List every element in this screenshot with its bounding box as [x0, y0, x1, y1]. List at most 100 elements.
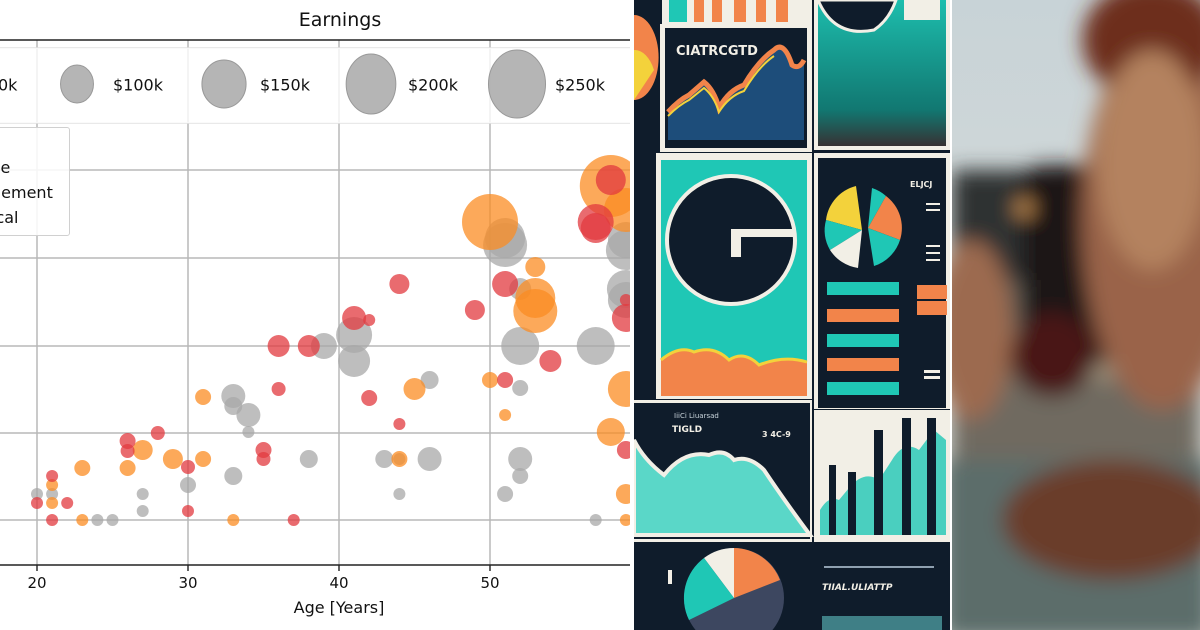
data-points [31, 155, 630, 526]
legend-item-1: ve [0, 158, 11, 177]
data-point-red [271, 382, 286, 396]
size-legend-markers [0, 48, 630, 123]
chart-title: Earnings [298, 9, 382, 31]
data-point-orange [462, 194, 518, 250]
data-point-red [297, 335, 320, 357]
poster-caption-1: ELJCJ [910, 180, 932, 189]
category-legend: ve gement ical [0, 127, 70, 236]
data-point-red [46, 514, 59, 526]
photographer-photo [952, 0, 1200, 630]
data-point-orange [227, 514, 240, 526]
data-point-red [150, 426, 165, 440]
data-point-grey [46, 488, 59, 500]
data-point-grey [501, 327, 540, 365]
data-point-grey [91, 514, 104, 526]
data-point-orange [619, 514, 630, 526]
data-point-red [61, 497, 74, 509]
legend-item-3: ical [0, 208, 19, 227]
x-tick-label: 40 [329, 574, 349, 592]
axis-spines [0, 39, 630, 571]
data-point-red [120, 444, 135, 458]
data-point-orange [76, 514, 89, 526]
data-point-red [616, 441, 630, 459]
data-point-grey [31, 488, 43, 500]
size-legend-label: $250k [555, 75, 605, 95]
data-point-red [256, 452, 271, 466]
data-point-orange [525, 257, 546, 277]
data-point-grey [338, 345, 371, 377]
poster-header-text: CIATRCGTD [676, 44, 758, 59]
scatter-plot [0, 39, 630, 571]
data-point-red [464, 300, 485, 320]
data-point-orange [607, 371, 630, 407]
data-point-grey [180, 477, 196, 493]
dashboard-art-panel: CIATRCGTD ELJCJ [634, 0, 950, 630]
data-point-red [287, 514, 300, 526]
data-point-red [119, 433, 136, 449]
legend-item-2: gement [0, 183, 53, 202]
size-legend-label: $150k [260, 75, 310, 95]
data-point-grey [417, 447, 442, 471]
data-point-orange [482, 372, 498, 388]
data-point-orange [162, 449, 183, 469]
data-point-grey [589, 514, 602, 526]
data-point-red [181, 460, 195, 474]
data-point-grey [242, 426, 255, 438]
data-point-grey [605, 230, 630, 270]
size-legend-label: $200k [408, 75, 458, 95]
data-point-orange [46, 497, 59, 509]
data-point-grey [136, 488, 149, 500]
data-point-red [361, 390, 378, 406]
x-tick-label: 50 [480, 574, 500, 592]
size-legend-label: 0k [0, 75, 18, 95]
data-point-orange [513, 289, 558, 333]
data-point-orange [596, 418, 625, 446]
data-point-grey [106, 514, 119, 526]
blurred-photo-image [952, 0, 1200, 630]
earnings-chart-panel: Earnings 0k $100k $150k $200k $250k ve gemen… [0, 9, 630, 617]
data-point-grey [576, 327, 615, 365]
size-legend-label: $100k [113, 75, 163, 95]
poster-caption-2: IiiCi Liuarsad [674, 412, 719, 420]
data-point-orange [499, 409, 512, 421]
data-point-red [539, 350, 562, 372]
data-point-orange [119, 460, 136, 476]
data-point-grey [224, 467, 243, 485]
data-point-grey [497, 486, 514, 502]
x-tick-label: 20 [27, 574, 47, 592]
data-point-grey [512, 468, 529, 484]
data-point-red [267, 335, 290, 357]
data-point-orange [195, 451, 212, 467]
data-point-red [31, 497, 43, 509]
poster-caption-5: TIIAL.ULIATTP [822, 583, 893, 593]
data-point-grey [236, 403, 261, 427]
data-point-grey [393, 488, 406, 500]
data-point-grey [336, 317, 373, 353]
data-point-orange [74, 460, 91, 476]
data-point-red [393, 418, 406, 430]
data-point-orange [195, 389, 212, 405]
data-point-red [497, 372, 514, 388]
data-point-grey [299, 450, 318, 468]
data-point-orange [403, 378, 426, 400]
data-point-red [611, 304, 630, 332]
data-point-grey [375, 450, 394, 468]
data-point-orange [391, 451, 408, 467]
data-point-red [619, 294, 630, 306]
data-point-red [389, 274, 410, 294]
poster-caption-4: 3 4C-9 [762, 430, 791, 439]
data-point-grey [420, 371, 439, 389]
data-point-red [182, 505, 194, 517]
data-point-orange [46, 479, 59, 491]
data-point-grey [512, 380, 529, 396]
data-point-grey [508, 447, 533, 471]
poster-caption-3: TIGLD [672, 425, 702, 435]
data-point-grey [136, 505, 149, 517]
data-point-red [595, 165, 626, 195]
data-point-orange [132, 440, 153, 460]
dashboard-illustration: CIATRCGTD ELJCJ [634, 0, 950, 630]
x-axis-label: Age [Years] [293, 598, 385, 617]
data-point-red [492, 271, 519, 297]
data-point-red [580, 213, 611, 243]
data-point-red [46, 470, 59, 482]
